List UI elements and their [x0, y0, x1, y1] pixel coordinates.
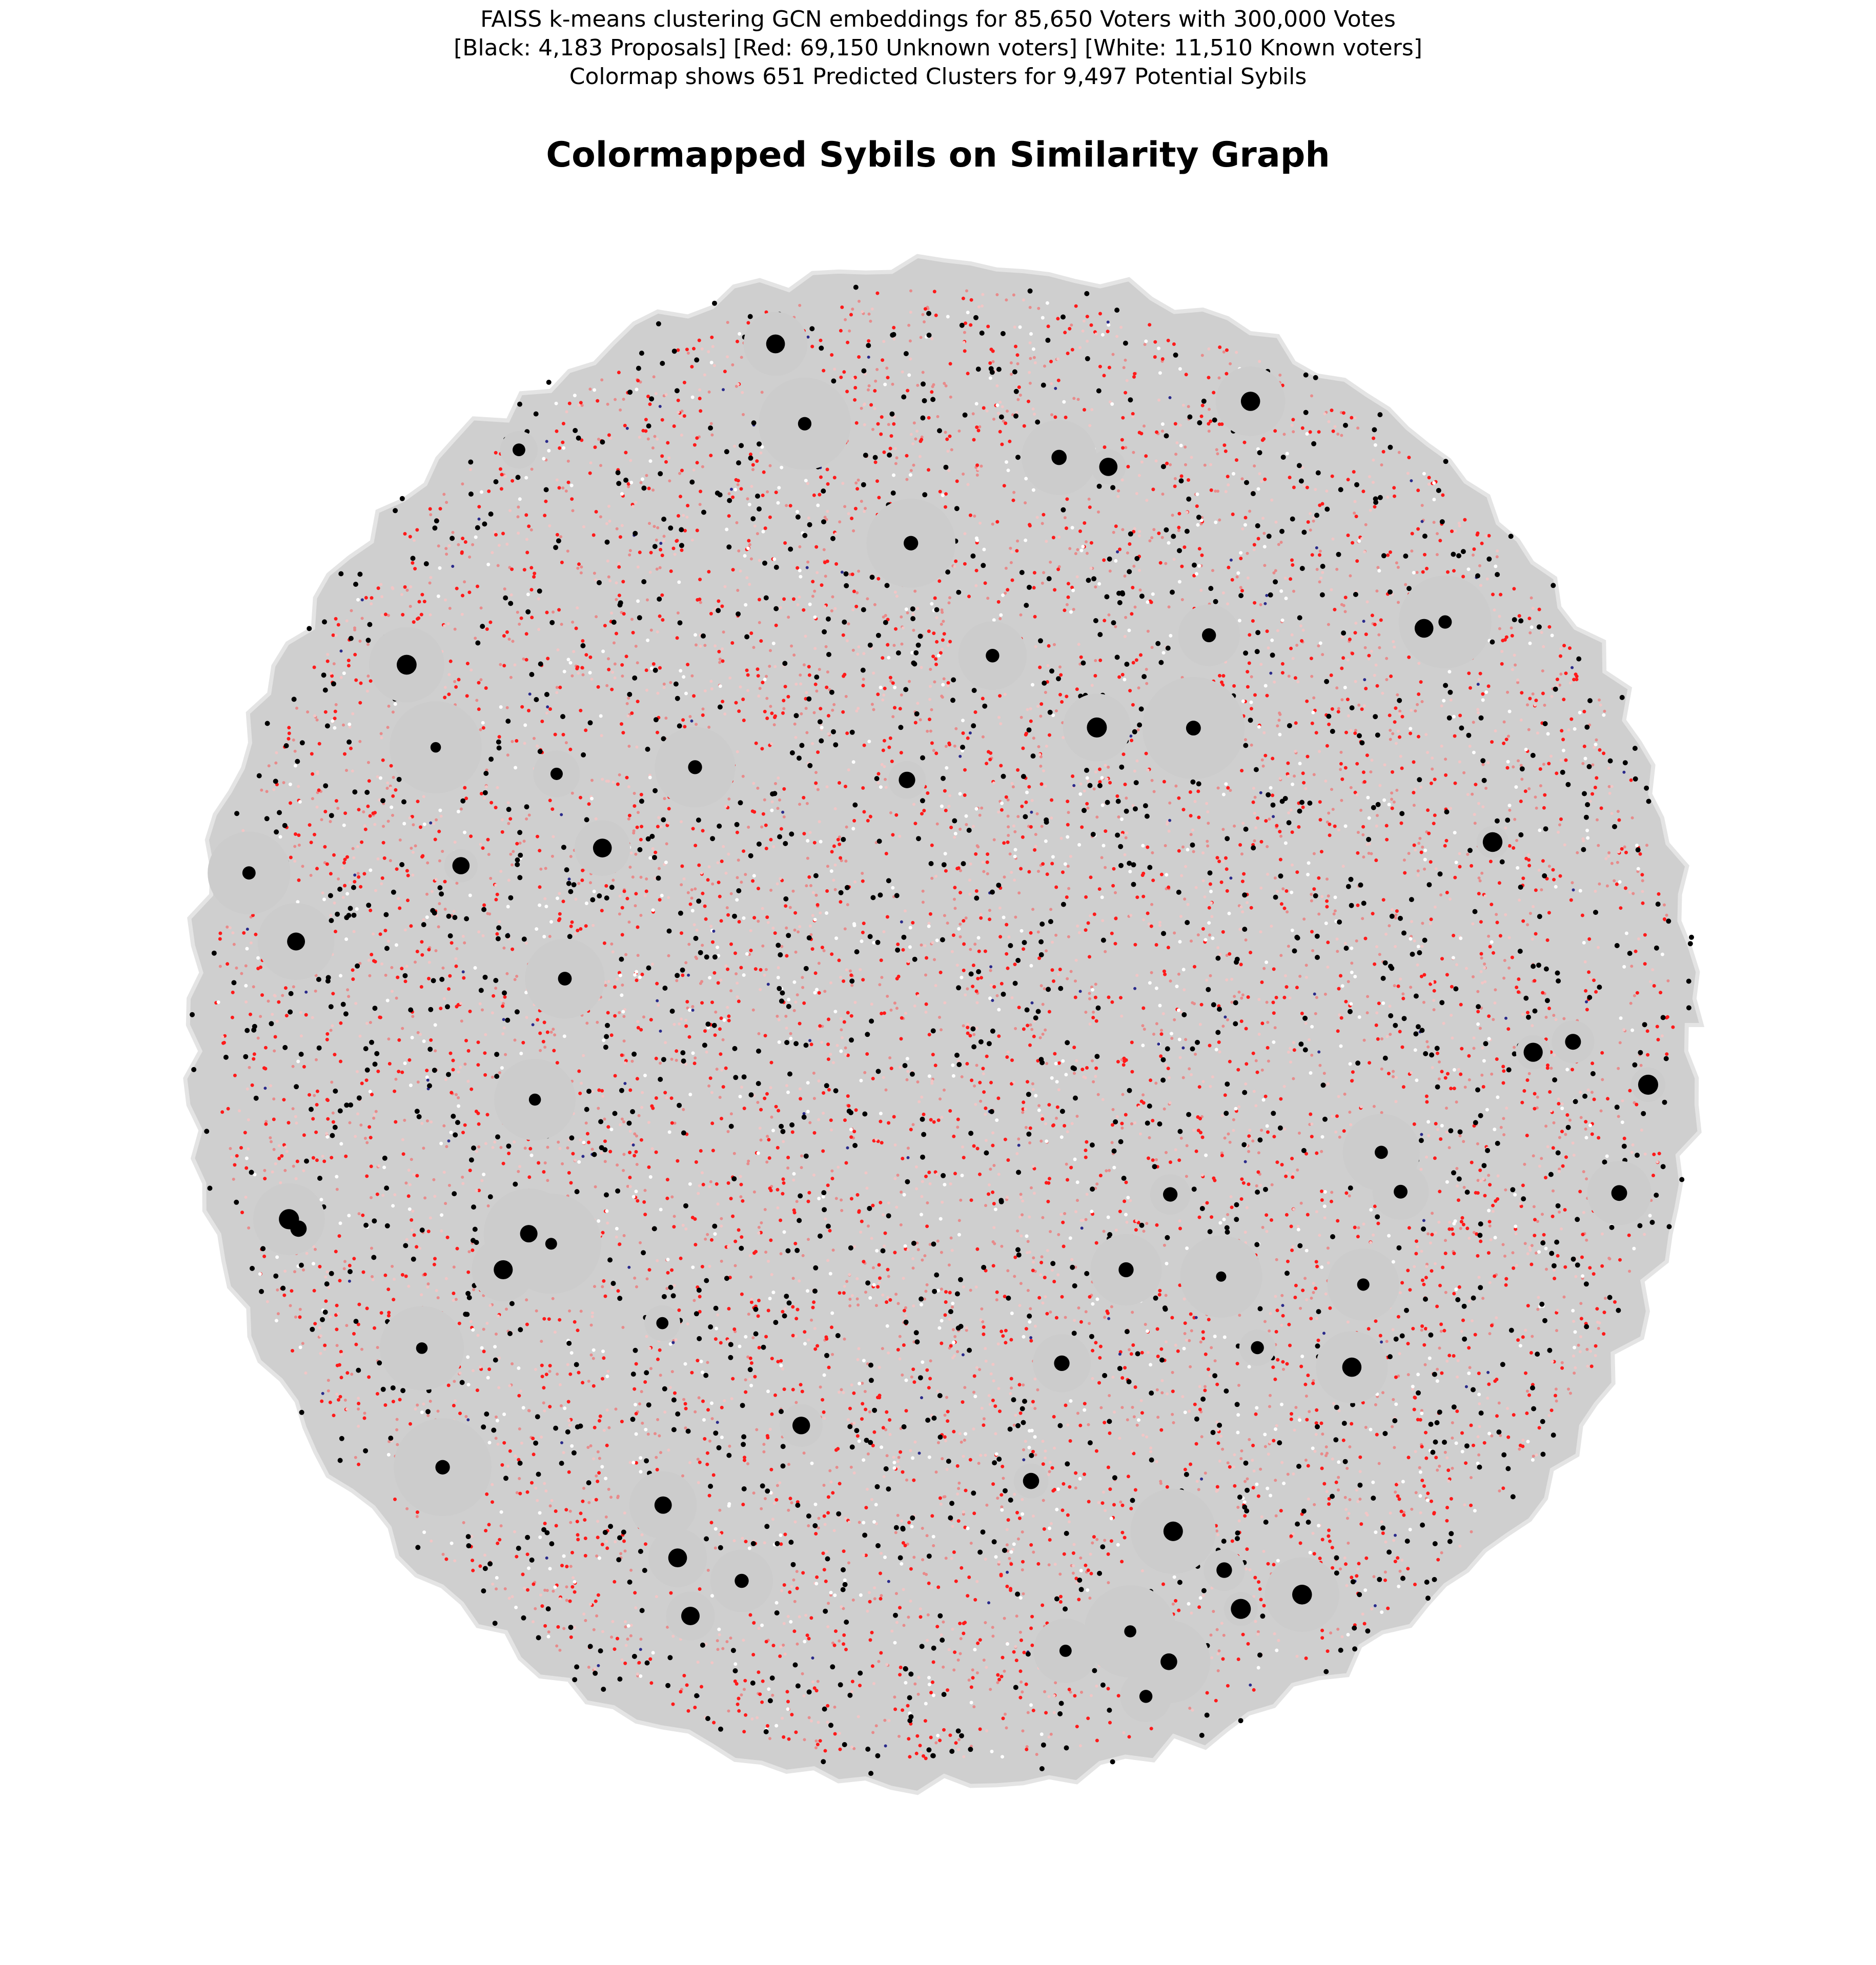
subtitle-line: FAISS k-means clustering GCN embeddings …	[480, 6, 1396, 32]
subtitle-line: Colormap shows 651 Predicted Clusters fo…	[569, 64, 1307, 90]
subtitle-line: [Black: 4,183 Proposals] [Red: 69,150 Un…	[454, 35, 1422, 61]
network-graph	[183, 254, 1705, 1795]
graph-background	[183, 254, 1705, 1795]
chart-title: Colormapped Sybils on Similarity Graph	[546, 135, 1330, 175]
